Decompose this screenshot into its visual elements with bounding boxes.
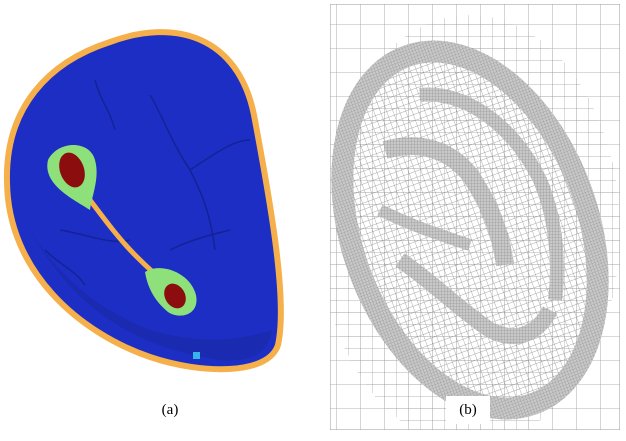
figure: (a) (b) [0, 0, 626, 436]
small-spot [193, 352, 200, 359]
region-outline [7, 32, 281, 369]
panel-b: (b) [296, 4, 626, 436]
caption: (a) [162, 402, 179, 418]
caption: (b) [459, 402, 477, 418]
panel-a: (a) [7, 32, 281, 418]
page: (a) (b) (() => { const data = JSON.parse… [0, 0, 626, 436]
